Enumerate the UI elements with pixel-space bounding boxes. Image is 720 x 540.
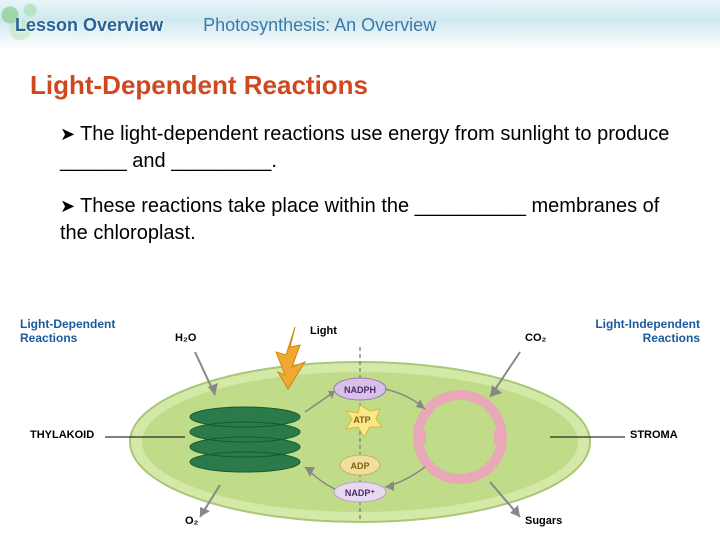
nadpp-badge: NADP⁺	[334, 482, 386, 502]
light-label: Light	[310, 325, 337, 337]
adp-text: ADP	[350, 461, 369, 471]
nadph-text: NADPH	[344, 385, 376, 395]
lesson-label: Lesson Overview	[15, 15, 163, 36]
sugars-label: Sugars	[525, 515, 562, 527]
diagram-svg: NADPH ATP ADP NADP⁺	[20, 317, 700, 532]
thylakoid-stack	[190, 407, 300, 472]
section-title: Light-Dependent Reactions	[30, 70, 690, 101]
atp-text: ATP	[353, 415, 370, 425]
h2o-label: H₂O	[175, 332, 196, 344]
content-area: Light-Dependent Reactions The light-depe…	[0, 50, 720, 275]
adp-badge: ADP	[340, 455, 380, 475]
bullet-1: The light-dependent reactions use energy…	[60, 121, 690, 175]
nadpp-text: NADP⁺	[345, 488, 376, 498]
photosynthesis-diagram: NADPH ATP ADP NADP⁺ Light-DependentReact…	[20, 317, 700, 532]
co2-label: CO₂	[525, 332, 546, 344]
nadph-badge: NADPH	[334, 378, 386, 400]
slide-header: Lesson Overview Photosynthesis: An Overv…	[0, 0, 720, 50]
thylakoid-label: THYLAKOID	[30, 429, 94, 441]
topic-label: Photosynthesis: An Overview	[203, 15, 436, 36]
right-reactions-title: Light-IndependentReactions	[595, 317, 700, 345]
stroma-label: STROMA	[630, 429, 678, 441]
o2-label: O₂	[185, 515, 198, 527]
bullet-2: These reactions take place within the __…	[60, 193, 690, 247]
left-reactions-title: Light-DependentReactions	[20, 317, 115, 345]
